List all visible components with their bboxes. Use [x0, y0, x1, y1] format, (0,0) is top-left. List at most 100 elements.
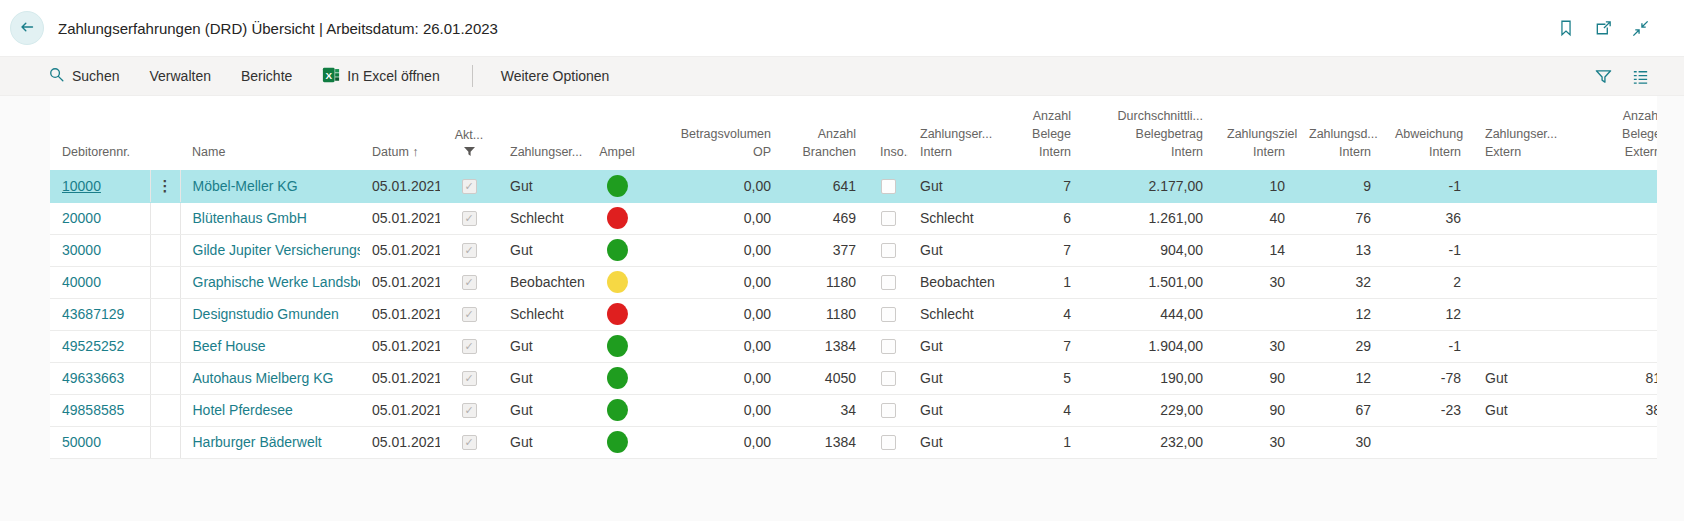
insolvenz-checkbox[interactable] [881, 307, 896, 322]
reports-button[interactable]: Berichte [241, 68, 292, 84]
cell-name[interactable]: Beef House [180, 330, 360, 362]
cell-link-name[interactable]: Graphische Werke Landsberg [193, 274, 361, 290]
aktuell-checkbox[interactable]: ✓ [462, 435, 477, 450]
cell-name[interactable]: Graphische Werke Landsberg [180, 266, 360, 298]
column-header-inso[interactable]: Inso... [868, 96, 908, 170]
column-header-belege_intern[interactable]: AnzahlBelegeIntern [1003, 96, 1083, 170]
insolvenz-checkbox[interactable] [881, 403, 896, 418]
cell-nr[interactable]: 10000 [50, 170, 150, 202]
insolvenz-checkbox[interactable] [881, 339, 896, 354]
cell-akt[interactable]: ✓ [440, 298, 498, 330]
cell-akt[interactable]: ✓ [440, 170, 498, 202]
cell-link-name[interactable]: Beef House [193, 338, 266, 354]
aktuell-checkbox[interactable]: ✓ [462, 339, 477, 354]
aktuell-checkbox[interactable]: ✓ [462, 307, 477, 322]
cell-nr[interactable]: 43687129 [50, 298, 150, 330]
cell-inso[interactable] [868, 362, 908, 394]
search-button[interactable]: Suchen [48, 66, 119, 86]
cell-link-nr[interactable]: 49858585 [62, 402, 124, 418]
insolvenz-checkbox[interactable] [881, 371, 896, 386]
cell-akt[interactable]: ✓ [440, 202, 498, 234]
table-row[interactable]: 10000⋮Möbel-Meller KG05.01.2021✓Gut0,006… [50, 170, 1657, 202]
more-options-button[interactable]: Weitere Optionen [501, 68, 610, 84]
column-header-zd_intern[interactable]: Zahlungsd...Intern [1297, 96, 1383, 170]
filter-icon[interactable] [1593, 66, 1613, 86]
cell-link-nr[interactable]: 49525252 [62, 338, 124, 354]
cell-link-name[interactable]: Möbel-Meller KG [193, 178, 298, 194]
cell-name[interactable]: Blütenhaus GmbH [180, 202, 360, 234]
column-header-abw_intern[interactable]: AbweichungIntern [1383, 96, 1473, 170]
aktuell-checkbox[interactable]: ✓ [462, 275, 477, 290]
cell-nr[interactable]: 20000 [50, 202, 150, 234]
aktuell-checkbox[interactable]: ✓ [462, 371, 477, 386]
column-header-zser_extern[interactable]: Zahlungser...Extern [1473, 96, 1558, 170]
cell-akt[interactable]: ✓ [440, 266, 498, 298]
cell-inso[interactable] [868, 330, 908, 362]
cell-inso[interactable] [868, 234, 908, 266]
aktuell-checkbox[interactable]: ✓ [462, 211, 477, 226]
cell-link-name[interactable]: Harburger Bäderwelt [193, 434, 322, 450]
cell-link-nr[interactable]: 43687129 [62, 306, 124, 322]
cell-akt[interactable]: ✓ [440, 234, 498, 266]
column-header-ampel[interactable]: Ampel [586, 96, 648, 170]
cell-link-name[interactable]: Hotel Pferdesee [193, 402, 293, 418]
table-row[interactable]: 20000Blütenhaus GmbH05.01.2021✓Schlecht0… [50, 202, 1657, 234]
cell-name[interactable]: Hotel Pferdesee [180, 394, 360, 426]
column-header-belege_extern[interactable]: AnzahlBelegeExtern [1558, 96, 1657, 170]
aktuell-checkbox[interactable]: ✓ [462, 403, 477, 418]
table-row[interactable]: 49633663Autohaus Mielberg KG05.01.2021✓G… [50, 362, 1657, 394]
list-view-icon[interactable] [1630, 66, 1650, 86]
cell-link-nr[interactable]: 50000 [62, 434, 101, 450]
table-row[interactable]: 50000Harburger Bäderwelt05.01.2021✓Gut0,… [50, 426, 1657, 458]
column-header-branchen[interactable]: AnzahlBranchen [783, 96, 868, 170]
row-menu-cell[interactable]: ⋮ [150, 170, 180, 202]
cell-akt[interactable]: ✓ [440, 362, 498, 394]
cell-link-nr[interactable]: 10000 [62, 178, 101, 194]
cell-akt[interactable]: ✓ [440, 394, 498, 426]
cell-link-name[interactable]: Autohaus Mielberg KG [193, 370, 334, 386]
cell-nr[interactable]: 40000 [50, 266, 150, 298]
cell-inso[interactable] [868, 202, 908, 234]
cell-name[interactable]: Gilde Jupiter Versicherungs ... [180, 234, 360, 266]
cell-akt[interactable]: ✓ [440, 426, 498, 458]
column-header-akt[interactable]: Akt... [440, 96, 498, 170]
column-header-belegbetrag[interactable]: Durchschnittli...BelegbetragIntern [1083, 96, 1215, 170]
table-row[interactable]: 30000Gilde Jupiter Versicherungs ...05.0… [50, 234, 1657, 266]
manage-button[interactable]: Verwalten [149, 68, 210, 84]
cell-nr[interactable]: 49525252 [50, 330, 150, 362]
bookmark-icon[interactable] [1556, 18, 1576, 38]
insolvenz-checkbox[interactable] [881, 243, 896, 258]
open-in-new-window-icon[interactable] [1593, 18, 1613, 38]
cell-nr[interactable]: 50000 [50, 426, 150, 458]
cell-name[interactable]: Designstudio Gmunden [180, 298, 360, 330]
table-row[interactable]: 43687129Designstudio Gmunden05.01.2021✓S… [50, 298, 1657, 330]
cell-inso[interactable] [868, 426, 908, 458]
column-header-ziel_intern[interactable]: ZahlungszielIntern [1215, 96, 1297, 170]
cell-inso[interactable] [868, 394, 908, 426]
collapse-icon[interactable] [1630, 18, 1650, 38]
cell-nr[interactable]: 49633663 [50, 362, 150, 394]
column-header-betrag[interactable]: BetragsvolumenOP [648, 96, 783, 170]
cell-inso[interactable] [868, 170, 908, 202]
cell-inso[interactable] [868, 266, 908, 298]
insolvenz-checkbox[interactable] [881, 179, 896, 194]
cell-name[interactable]: Autohaus Mielberg KG [180, 362, 360, 394]
cell-link-name[interactable]: Designstudio Gmunden [193, 306, 339, 322]
cell-link-name[interactable]: Gilde Jupiter Versicherungs ... [193, 242, 361, 258]
column-header-datum[interactable]: Datum ↑ [360, 96, 440, 170]
open-in-excel-button[interactable]: X In Excel öffnen [322, 66, 439, 87]
aktuell-checkbox[interactable]: ✓ [462, 243, 477, 258]
cell-nr[interactable]: 49858585 [50, 394, 150, 426]
table-row[interactable]: 40000Graphische Werke Landsberg05.01.202… [50, 266, 1657, 298]
table-row[interactable]: 49858585Hotel Pferdesee05.01.2021✓Gut0,0… [50, 394, 1657, 426]
cell-link-nr[interactable]: 40000 [62, 274, 101, 290]
column-header-nr[interactable]: Debitorennr. [50, 96, 150, 170]
cell-link-nr[interactable]: 49633663 [62, 370, 124, 386]
table-row[interactable]: 49525252Beef House05.01.2021✓Gut0,001384… [50, 330, 1657, 362]
back-button[interactable] [10, 11, 44, 45]
cell-nr[interactable]: 30000 [50, 234, 150, 266]
cell-inso[interactable] [868, 298, 908, 330]
column-header-zser[interactable]: Zahlungser... [498, 96, 586, 170]
cell-link-nr[interactable]: 20000 [62, 210, 101, 226]
cell-link-nr[interactable]: 30000 [62, 242, 101, 258]
